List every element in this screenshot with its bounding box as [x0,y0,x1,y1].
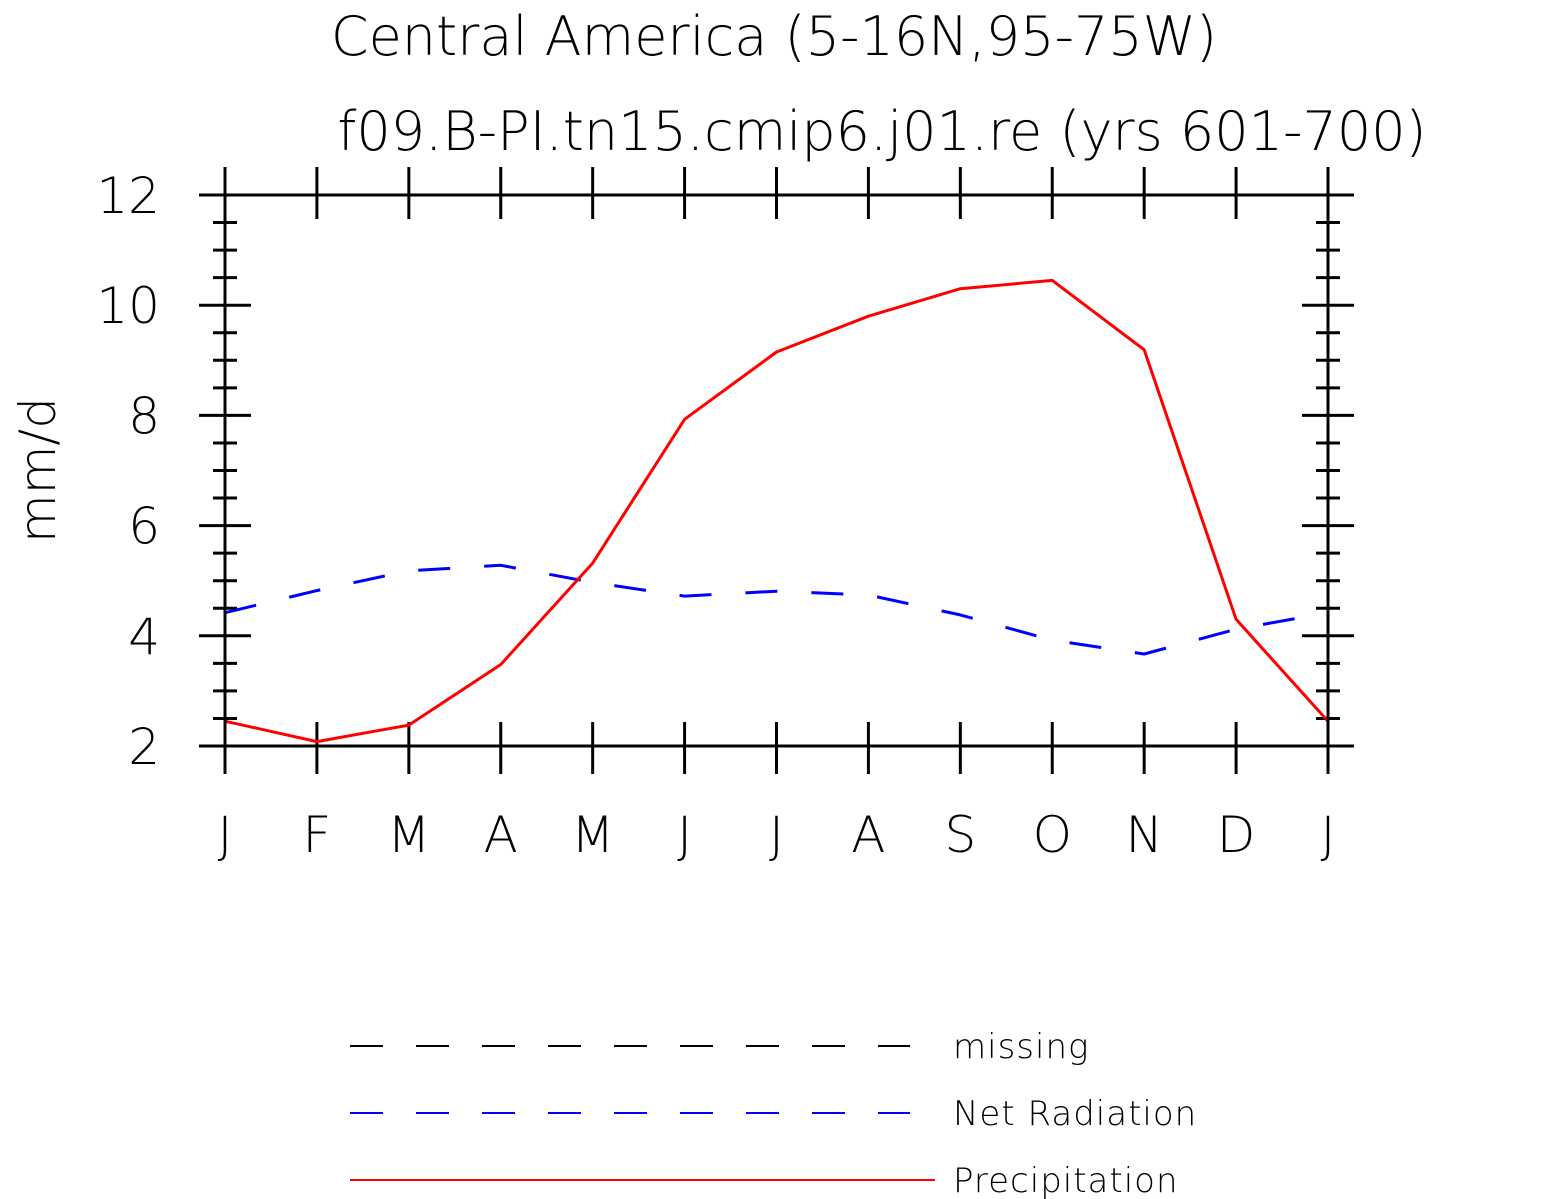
y-axis-label: mm/d [9,397,67,543]
x-tick-label: J [1321,806,1336,864]
x-tick-label: F [303,806,332,864]
y-tick-label: 4 [128,608,160,666]
x-tick-label: M [387,806,430,864]
y-tick-label: 10 [96,277,160,335]
x-tick-label: A [484,806,518,864]
x-tick-label: J [677,806,692,864]
y-tick-label: 2 [128,718,160,776]
chart-title: Central America (5-16N,95-75W) [331,5,1217,68]
x-tick-label: N [1125,806,1162,864]
legend-label: missing [953,1027,1089,1067]
series-lines [224,278,1330,744]
legend-label: Net Radiation [953,1094,1197,1134]
axis-ticks [199,167,1354,774]
series-line-net-radiation [224,563,1329,656]
x-tick-label: M [571,806,614,864]
y-tick-label: 6 [128,498,160,556]
x-tick-label: S [944,806,976,864]
legend-label: Precipitation [953,1161,1179,1199]
x-tick-label: J [769,806,784,864]
x-tick-label: J [218,806,233,864]
x-tick-label: O [1033,806,1072,864]
y-tick-label: 8 [128,387,160,445]
plot-frame [223,193,1330,748]
series-line-precipitation [224,278,1330,744]
x-tick-label: D [1217,806,1256,864]
y-tick-label: 12 [96,167,160,225]
y-tick-labels: 2 4 6 8 10 12 [96,167,160,776]
chart-subtitle: f09.B-PI.tn15.cmip6.j01.re (yrs 601-700) [337,100,1426,163]
x-tick-label: A [851,806,885,864]
legend: missing Net Radiation Precipitation [350,1027,1197,1199]
